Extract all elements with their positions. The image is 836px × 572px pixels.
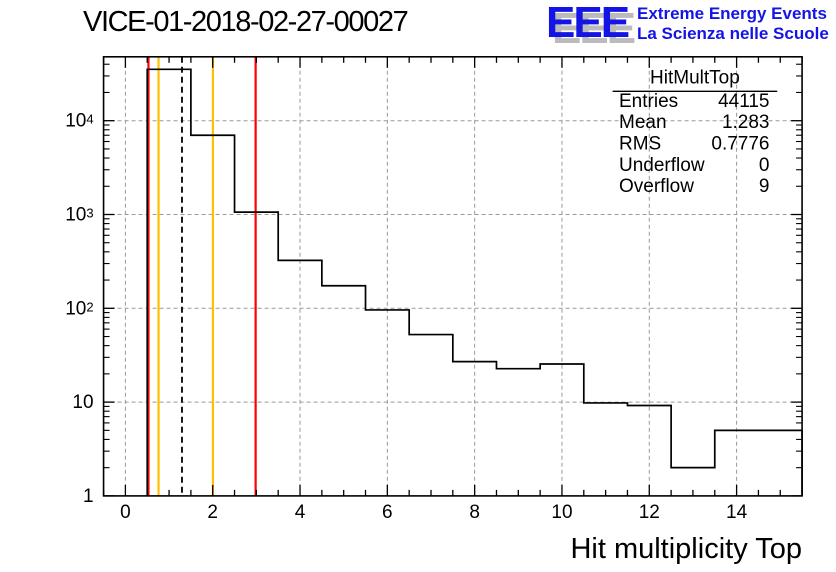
svg-text:14: 14	[726, 502, 748, 523]
svg-text:VICE-01-2018-02-27-00027: VICE-01-2018-02-27-00027	[83, 6, 408, 38]
svg-text:12: 12	[639, 502, 660, 523]
svg-text:0: 0	[120, 502, 131, 523]
svg-text:Mean: Mean	[619, 112, 667, 133]
svg-text:44115: 44115	[718, 91, 769, 112]
svg-text:2: 2	[207, 502, 218, 523]
svg-text:EEE: EEE	[546, 0, 629, 47]
svg-text:Entries: Entries	[619, 91, 678, 112]
svg-text:10: 10	[72, 392, 93, 413]
svg-text:Underflow: Underflow	[619, 155, 705, 176]
svg-text:10: 10	[551, 502, 572, 523]
svg-text:9: 9	[759, 176, 770, 197]
svg-text:RMS: RMS	[619, 134, 661, 155]
svg-text:HitMultTop: HitMultTop	[650, 67, 740, 88]
svg-text:La Scienza nelle Scuole: La Scienza nelle Scuole	[637, 24, 829, 43]
svg-text:8: 8	[469, 502, 480, 523]
svg-text:1.283: 1.283	[722, 112, 770, 133]
svg-text:0: 0	[759, 155, 770, 176]
svg-text:Extreme Energy Events: Extreme Energy Events	[637, 4, 827, 23]
svg-text:Hit multiplicity Top: Hit multiplicity Top	[570, 533, 802, 565]
svg-text:6: 6	[382, 502, 393, 523]
svg-text:1: 1	[83, 486, 94, 507]
svg-text:Overflow: Overflow	[619, 176, 694, 197]
svg-text:0.7776: 0.7776	[711, 134, 769, 155]
svg-text:4: 4	[295, 502, 306, 523]
